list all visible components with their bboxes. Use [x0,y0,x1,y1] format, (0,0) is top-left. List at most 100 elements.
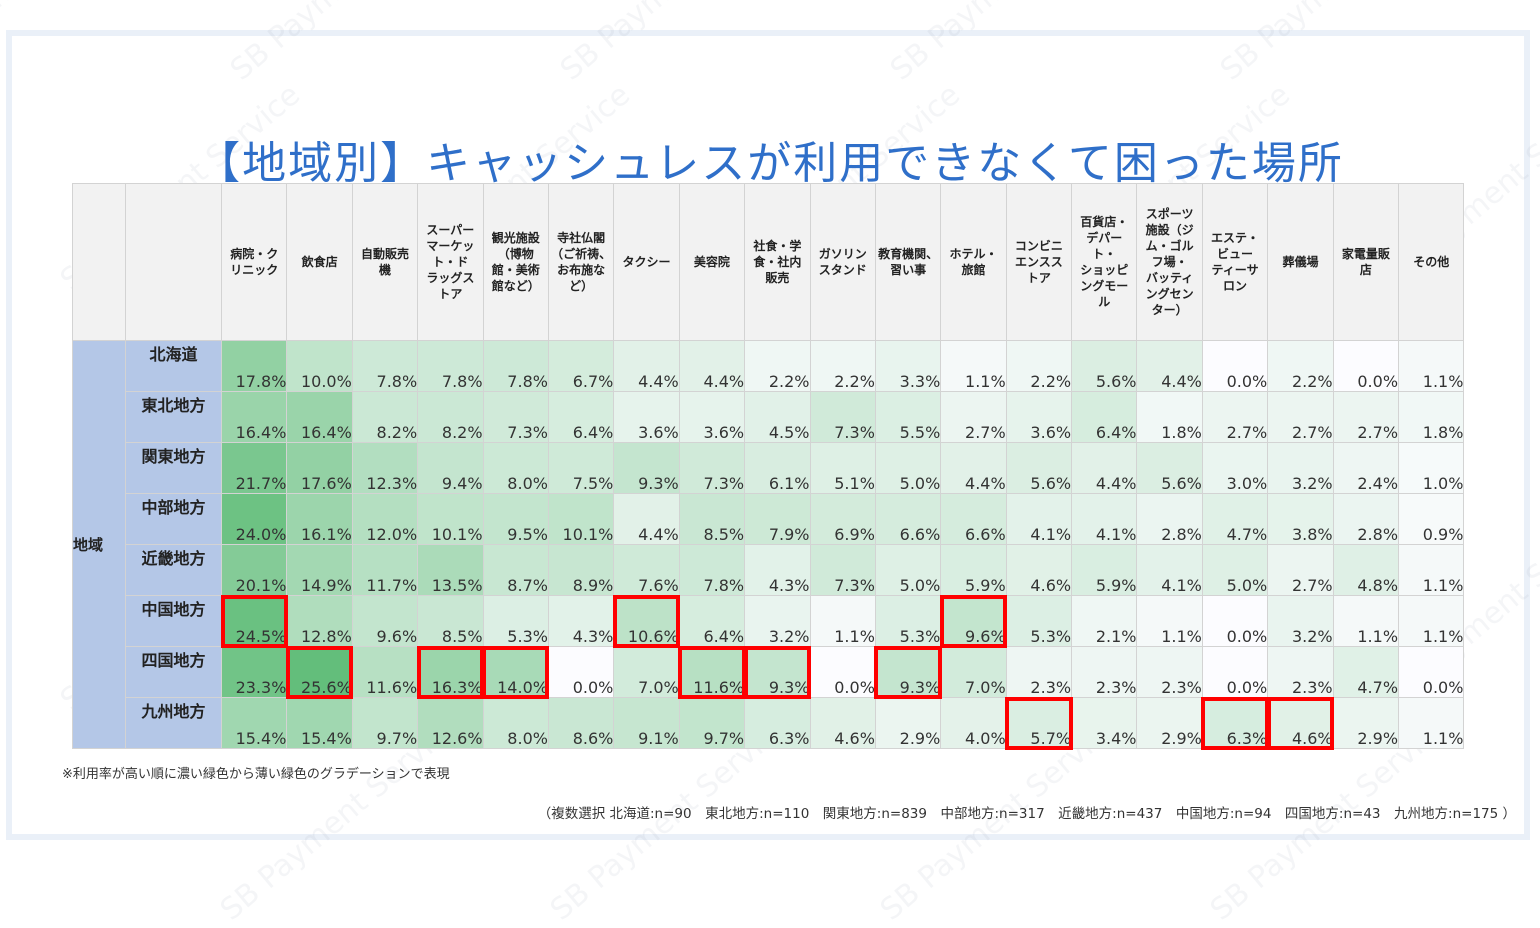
value-cell: 2.9% [1136,697,1203,749]
column-header-line: 習い事 [890,263,927,277]
value-cell: 3.6% [1005,391,1073,443]
region-label: 九州地方 [125,697,222,749]
table-row: 中部地方 24.0% 16.1% 12.0% 10.1% 9.5% 10.1% 4.4% 8.5… [73,493,1465,545]
value-cell: 0.0% [547,646,615,698]
value-cell: 3.6% [613,391,680,443]
value-cell: 7.6% [613,544,680,596]
column-header-line: エステ・ [1211,231,1260,245]
value-cell: 5.6% [1136,442,1203,494]
column-header-line: ガソリン [818,247,867,261]
value-cell: 2.8% [1136,493,1203,545]
value-cell: 4.8% [1332,544,1400,596]
value-cell: 12.8% [286,595,353,647]
value-cell: 5.5% [874,391,942,443]
value-cell: 5.9% [940,544,1007,596]
value-cell: 4.6% [1005,544,1073,596]
value-cell: 15.4% [220,697,288,749]
value-cell: 20.1% [220,544,288,596]
heatmap-table: 病院・ク リニック 飲食店 自動販売機スーパー マーケッ ト・ド ラッグス トア 観光施設 （博物… [72,183,1465,750]
value-cell: 17.8% [220,340,288,392]
value-cell: 8.7% [482,544,549,596]
value-cell: 8.6% [547,697,615,749]
value-cell: 1.1% [1398,697,1465,749]
table-row: 近畿地方 20.1% 14.9% 11.7% 13.5% 8.7% 8.9% 7.6% 7.8%… [73,544,1465,596]
value-cell: 4.1% [1136,544,1203,596]
column-header-line: トア [1026,271,1051,285]
value-cell: 1.1% [1332,595,1400,647]
watermark-text: SB Payment Service [1533,287,1540,508]
value-cell: 3.2% [1267,442,1334,494]
column-header-line: （ご祈祷、 [551,247,612,261]
column-header-line: 寺社仏閣 [557,231,606,245]
value-cell: 2.7% [1201,391,1269,443]
value-cell: 2.8% [1332,493,1400,545]
value-cell: 5.3% [482,595,549,647]
value-cell: 4.4% [613,493,680,545]
value-cell: 2.9% [1332,697,1400,749]
column-header: 百貨店・ デパー ト・ ショッピ ングモール [1071,183,1138,341]
sample-size-note: （複数選択 北海道:n=90 東北地方:n=110 関東地方:n=839 中部地… [537,806,1516,822]
column-header-line: （博物 [497,247,534,261]
column-header: 家電量販店 [1332,183,1400,341]
value-cell: 6.1% [744,442,811,494]
value-cell: 10.0% [286,340,353,392]
column-header: ホテル・ 旅館 [940,183,1007,341]
value-cell: 7.8% [678,544,746,596]
column-header: 病院・ク リニック [220,183,288,341]
value-cell: 6.4% [547,391,615,443]
value-cell: 2.3% [1071,646,1138,698]
value-cell: 1.1% [809,595,876,647]
value-cell: 4.4% [1136,340,1203,392]
value-cell: 2.7% [1267,544,1334,596]
value-cell: 8.0% [482,697,549,749]
highlighted-value-cell: 24.5% [220,594,288,648]
value-cell: 2.3% [1136,646,1203,698]
column-header-line: 店 [1359,263,1372,277]
value-cell: 1.1% [1398,595,1465,647]
value-cell: 9.7% [678,697,746,749]
column-header-line: エンスス [1015,255,1063,269]
value-cell: 9.1% [613,697,680,749]
value-cell: 2.1% [1071,595,1138,647]
column-header-line: 葬儀場 [1282,255,1319,269]
value-cell: 4.3% [547,595,615,647]
table-row: 地域 北海道 17.8% 10.0% 7.8% 7.8% 7.8% 6.7% 4.4% 4.4% 2… [72,340,1465,749]
value-cell: 7.8% [351,340,419,392]
value-cell: 10.1% [547,493,615,545]
region-label: 東北地方 [125,391,222,443]
value-cell: 0.9% [1398,493,1465,545]
watermark-text: SB Payment Service [1533,707,1540,928]
value-cell: 17.6% [286,442,353,494]
value-cell: 4.4% [1071,442,1138,494]
value-cell: 12.3% [351,442,419,494]
column-header-line: マーケッ [426,239,475,253]
value-cell: 2.3% [1005,646,1073,698]
column-header: 教育機関、 習い事 [874,183,942,341]
value-cell: 2.2% [1005,340,1073,392]
column-header-line: 社食・学 [753,239,802,253]
value-cell: 7.3% [809,391,876,443]
value-cell: 7.0% [613,646,680,698]
corner-cell-region [125,183,222,341]
value-cell: 6.3% [744,697,811,749]
highlighted-value-cell: 14.0% [482,645,550,699]
table-row: 中国地方 24.5% 12.8% 9.6% 8.5% 5.3% 4.3% 10.6% 6.4% 3… [73,594,1465,648]
column-header-line: ル [1098,295,1111,309]
value-cell: 10.1% [417,493,484,545]
value-cell: 2.2% [744,340,811,392]
region-label: 関東地方 [125,442,222,494]
value-cell: 2.7% [1332,391,1400,443]
column-header: スーパー マーケッ ト・ド ラッグス トア [417,183,484,341]
column-header-line: 家電量販 [1341,247,1390,261]
value-cell: 0.0% [1201,646,1269,698]
column-header-line: ショッピ [1080,263,1129,277]
column-header: 観光施設 （博物 館・美術 館など） [482,183,549,341]
header-row: 病院・ク リニック 飲食店 自動販売機スーパー マーケッ ト・ド ラッグス トア 観光施設 （博物… [72,183,1465,341]
column-header-line: 病院・ク [230,247,279,261]
value-cell: 1.1% [1136,595,1203,647]
column-header-line: ロン [1223,279,1248,293]
column-header: スポーツ 施設（ジ ム・ゴル フ場・ バッティ ングセン ター） [1136,183,1203,341]
column-header-line: スポーツ [1145,207,1194,221]
table-row: 九州地方 15.4% 15.4% 9.7% 12.6% 8.0% 8.6% 9.1% 9.7% 6… [73,696,1465,750]
column-header-line: タクシー [622,255,671,269]
